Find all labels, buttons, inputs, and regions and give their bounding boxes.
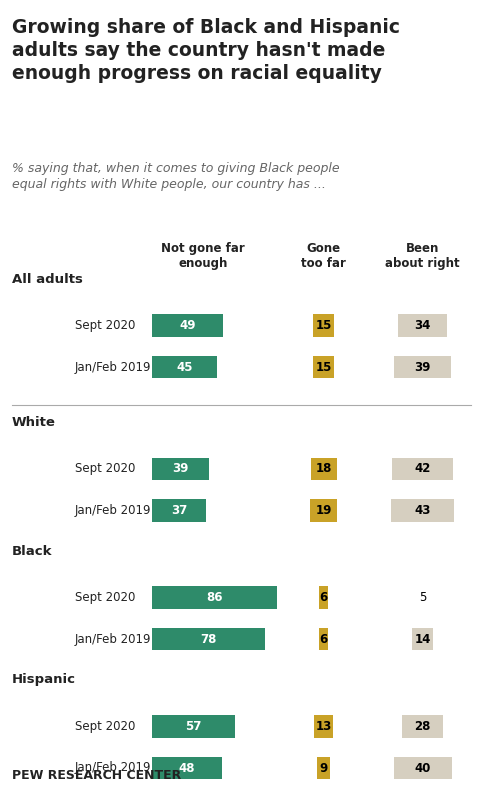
Text: Hispanic: Hispanic	[12, 674, 76, 686]
FancyBboxPatch shape	[319, 586, 328, 609]
Text: Gone
too far: Gone too far	[301, 242, 346, 270]
FancyBboxPatch shape	[152, 356, 217, 378]
FancyBboxPatch shape	[395, 356, 451, 378]
Text: Jan/Feb 2019: Jan/Feb 2019	[75, 504, 151, 517]
Text: % saying that, when it comes to giving Black people
equal rights with White peop: % saying that, when it comes to giving B…	[12, 162, 340, 191]
Text: 14: 14	[414, 633, 431, 646]
Text: 6: 6	[319, 633, 328, 646]
Text: Been
about right: Been about right	[385, 242, 460, 270]
FancyBboxPatch shape	[398, 314, 447, 337]
Text: Sept 2020: Sept 2020	[75, 591, 135, 604]
FancyBboxPatch shape	[402, 715, 443, 738]
Text: 15: 15	[315, 361, 332, 374]
FancyBboxPatch shape	[152, 586, 277, 609]
Text: 40: 40	[414, 762, 431, 774]
FancyBboxPatch shape	[412, 628, 433, 650]
Text: Sept 2020: Sept 2020	[75, 319, 135, 332]
FancyBboxPatch shape	[317, 757, 330, 779]
Text: 37: 37	[171, 504, 187, 517]
FancyBboxPatch shape	[152, 314, 223, 337]
Text: Jan/Feb 2019: Jan/Feb 2019	[75, 633, 151, 646]
Text: 15: 15	[315, 319, 332, 332]
Text: Sept 2020: Sept 2020	[75, 462, 135, 475]
FancyBboxPatch shape	[152, 499, 206, 522]
Text: 5: 5	[419, 591, 426, 604]
Text: 45: 45	[176, 361, 193, 374]
FancyBboxPatch shape	[152, 715, 235, 738]
Text: Jan/Feb 2019: Jan/Feb 2019	[75, 361, 151, 374]
FancyBboxPatch shape	[152, 628, 265, 650]
FancyBboxPatch shape	[319, 628, 328, 650]
FancyBboxPatch shape	[313, 356, 335, 378]
Text: 42: 42	[414, 462, 431, 475]
Text: 13: 13	[315, 720, 332, 733]
FancyBboxPatch shape	[394, 757, 452, 779]
Text: Not gone far
enough: Not gone far enough	[161, 242, 245, 270]
Text: 86: 86	[206, 591, 223, 604]
FancyBboxPatch shape	[314, 715, 333, 738]
Text: 18: 18	[315, 462, 332, 475]
Text: Growing share of Black and Hispanic
adults say the country hasn't made
enough pr: Growing share of Black and Hispanic adul…	[12, 18, 400, 83]
Text: White: White	[12, 416, 56, 429]
Text: Jan/Feb 2019: Jan/Feb 2019	[75, 762, 151, 774]
Text: 6: 6	[319, 591, 328, 604]
FancyBboxPatch shape	[152, 458, 209, 480]
Text: 43: 43	[414, 504, 431, 517]
Text: 19: 19	[315, 504, 332, 517]
Text: 48: 48	[179, 762, 195, 774]
Text: PEW RESEARCH CENTER: PEW RESEARCH CENTER	[12, 770, 181, 782]
Text: 39: 39	[172, 462, 188, 475]
Text: 39: 39	[414, 361, 431, 374]
Text: Black: Black	[12, 545, 53, 558]
FancyBboxPatch shape	[392, 458, 453, 480]
FancyBboxPatch shape	[152, 757, 222, 779]
Text: 9: 9	[319, 762, 328, 774]
Text: 34: 34	[414, 319, 431, 332]
Text: Sept 2020: Sept 2020	[75, 720, 135, 733]
Text: 28: 28	[414, 720, 431, 733]
FancyBboxPatch shape	[310, 499, 338, 522]
Text: All adults: All adults	[12, 273, 83, 286]
Text: 57: 57	[185, 720, 201, 733]
FancyBboxPatch shape	[391, 499, 454, 522]
Text: 78: 78	[200, 633, 217, 646]
Text: 49: 49	[179, 319, 196, 332]
FancyBboxPatch shape	[311, 458, 337, 480]
FancyBboxPatch shape	[313, 314, 335, 337]
